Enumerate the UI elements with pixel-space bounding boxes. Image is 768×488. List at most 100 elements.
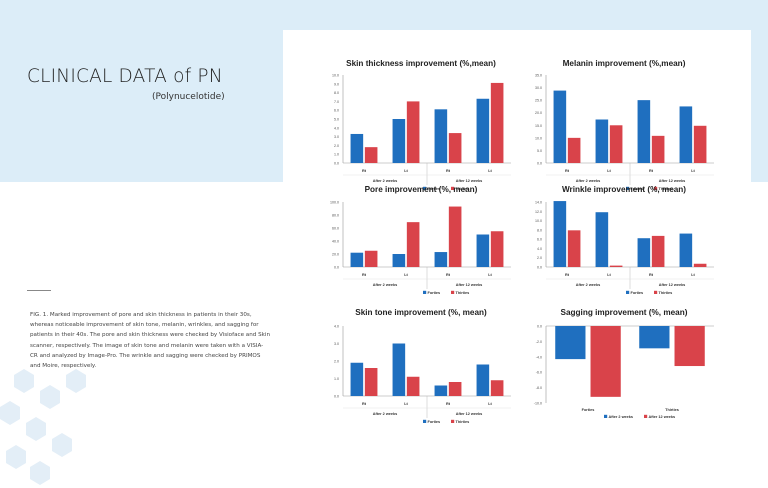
y-tick-label: 0.0 xyxy=(334,162,339,166)
y-tick-label: 14.0 xyxy=(535,201,542,205)
bar-series2 xyxy=(490,231,504,267)
x-tick-label: Lt xyxy=(691,273,695,277)
chart-title: Sagging improvement (%, mean) xyxy=(561,308,688,317)
x-tick-label: Lt xyxy=(404,402,408,406)
group-label: After 2 weeks xyxy=(373,283,397,287)
bar-series2 xyxy=(490,380,504,396)
bar-series2 xyxy=(448,206,462,267)
y-tick-label: 2.0 xyxy=(334,144,339,148)
y-tick-label: 20.0 xyxy=(535,111,542,115)
y-tick-label: -6.0 xyxy=(536,371,542,375)
bar-series2 xyxy=(590,326,621,397)
y-tick-label: 12.0 xyxy=(535,210,542,214)
divider xyxy=(27,290,51,291)
y-tick-label: 0.0 xyxy=(537,266,542,270)
group-label: After 12 weeks xyxy=(456,412,483,416)
y-tick-label: 0.0 xyxy=(334,266,339,270)
bar-series1 xyxy=(434,252,448,267)
x-tick-label: Rt xyxy=(649,169,654,173)
bar-series1 xyxy=(553,90,567,163)
x-tick-label: Lt xyxy=(607,169,611,173)
bar-series2 xyxy=(693,263,707,267)
bar-series2 xyxy=(651,135,665,163)
y-tick-label: 6.0 xyxy=(334,109,339,113)
group-label: After 12 weeks xyxy=(659,179,686,183)
y-tick-label: -8.0 xyxy=(536,386,542,390)
y-tick-label: 10.0 xyxy=(535,219,542,223)
bar-series1 xyxy=(350,362,364,396)
group-label: After 2 weeks xyxy=(576,283,600,287)
y-tick-label: 20.0 xyxy=(332,253,339,257)
bar-series2 xyxy=(406,376,420,396)
chart-wrinkle: Wrinkle improvement (%, mean) 0.0 2.0 4.0 6.… xyxy=(516,181,721,301)
chart-title: Skin thickness improvement (%,mean) xyxy=(346,59,496,68)
bar-series2 xyxy=(364,368,378,396)
bar-series1 xyxy=(392,254,406,267)
y-tick-label: 0.0 xyxy=(537,162,542,166)
bar-series2 xyxy=(490,82,504,163)
legend-swatch xyxy=(644,414,648,418)
y-tick-label: 5.0 xyxy=(334,118,339,122)
chart-title: Melanin improvement (%,mean) xyxy=(563,59,686,68)
bar-series2 xyxy=(406,222,420,267)
legend-swatch xyxy=(423,419,427,423)
x-tick-label: Lt xyxy=(404,169,408,173)
legend-swatch xyxy=(654,186,658,190)
bar-series1 xyxy=(350,133,364,163)
bar-series2 xyxy=(651,235,665,267)
y-tick-label: -4.0 xyxy=(536,355,542,359)
y-tick-label: 15.0 xyxy=(535,124,542,128)
bar-series1 xyxy=(476,234,490,267)
y-tick-label: 9.0 xyxy=(334,82,339,86)
x-tick-label: Lt xyxy=(488,169,492,173)
group-label: After 2 weeks xyxy=(373,412,397,416)
x-tick-label: Lt xyxy=(691,169,695,173)
y-tick-label: 4.0 xyxy=(334,126,339,130)
bar-series1 xyxy=(679,106,693,163)
bar-series2 xyxy=(567,137,581,163)
bar-series1 xyxy=(637,100,651,163)
y-tick-label: 25.0 xyxy=(535,99,542,103)
y-tick-label: 0.0 xyxy=(334,395,339,399)
y-tick-label: 80.0 xyxy=(332,214,339,218)
y-tick-label: 7.0 xyxy=(334,100,339,104)
group-label: After 12 weeks xyxy=(456,179,483,183)
y-tick-label: 40.0 xyxy=(332,240,339,244)
chart-skin-tone: Skin tone improvement (%, mean) 0.0 1.0 2.0… xyxy=(313,304,518,429)
bar-series1 xyxy=(476,364,490,396)
x-tick-label: Rt xyxy=(362,273,367,277)
y-tick-label: 3.0 xyxy=(334,135,339,139)
legend-swatch xyxy=(626,186,630,190)
x-tick-label: Rt xyxy=(565,273,570,277)
legend-label: Thirties xyxy=(659,291,673,295)
x-tick-label: Forties xyxy=(582,408,595,412)
bar-series2 xyxy=(567,230,581,267)
y-tick-label: 1.0 xyxy=(334,153,339,157)
y-tick-label: 60.0 xyxy=(332,227,339,231)
legend-swatch xyxy=(626,290,630,294)
x-tick-label: Lt xyxy=(488,402,492,406)
x-tick-label: Thirties xyxy=(665,408,679,412)
hexagon-decoration xyxy=(0,369,86,485)
y-tick-label: 2.0 xyxy=(537,256,542,260)
bar-series1 xyxy=(639,326,670,349)
bar-series2 xyxy=(364,147,378,163)
x-tick-label: Rt xyxy=(565,169,570,173)
group-label: After 12 weeks xyxy=(456,283,483,287)
bar-series1 xyxy=(392,343,406,396)
legend-label: Forties xyxy=(631,291,644,295)
bar-series1 xyxy=(555,326,586,360)
y-tick-label: -2.0 xyxy=(536,340,542,344)
legend-label: After 12 weeks xyxy=(649,415,676,419)
bar-series1 xyxy=(679,233,693,267)
legend-swatch xyxy=(654,290,658,294)
y-tick-label: 1.0 xyxy=(334,377,339,381)
bar-series1 xyxy=(637,238,651,267)
x-tick-label: Rt xyxy=(362,169,367,173)
y-tick-label: 4.0 xyxy=(537,247,542,251)
bar-series2 xyxy=(364,250,378,267)
page-subtitle: (Polynucelotide) xyxy=(152,92,225,102)
x-tick-label: Lt xyxy=(607,273,611,277)
legend-swatch xyxy=(604,414,608,418)
y-tick-label: 4.0 xyxy=(334,325,339,329)
